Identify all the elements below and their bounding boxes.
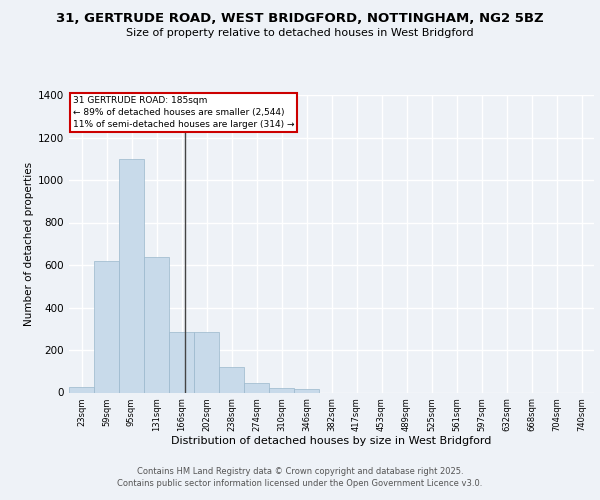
Bar: [94, 261, 119, 392]
Text: Contains HM Land Registry data © Crown copyright and database right 2025.
Contai: Contains HM Land Registry data © Crown c…: [118, 466, 482, 487]
Bar: [169, 332, 194, 392]
Bar: [294, 390, 319, 392]
X-axis label: Distribution of detached houses by size in West Bridgford: Distribution of detached houses by size …: [172, 436, 491, 446]
Bar: [219, 367, 244, 392]
Bar: [69, 387, 94, 392]
Bar: [244, 383, 269, 392]
Text: Size of property relative to detached houses in West Bridgford: Size of property relative to detached ho…: [126, 28, 474, 38]
Text: 31, GERTRUDE ROAD, WEST BRIDGFORD, NOTTINGHAM, NG2 5BZ: 31, GERTRUDE ROAD, WEST BRIDGFORD, NOTTI…: [56, 12, 544, 26]
Y-axis label: Number of detached properties: Number of detached properties: [24, 162, 34, 326]
Bar: [269, 388, 294, 392]
Text: 31 GERTRUDE ROAD: 185sqm
← 89% of detached houses are smaller (2,544)
11% of sem: 31 GERTRUDE ROAD: 185sqm ← 89% of detach…: [73, 96, 294, 128]
Bar: [119, 159, 144, 392]
Bar: [194, 332, 219, 392]
Bar: [144, 256, 169, 392]
